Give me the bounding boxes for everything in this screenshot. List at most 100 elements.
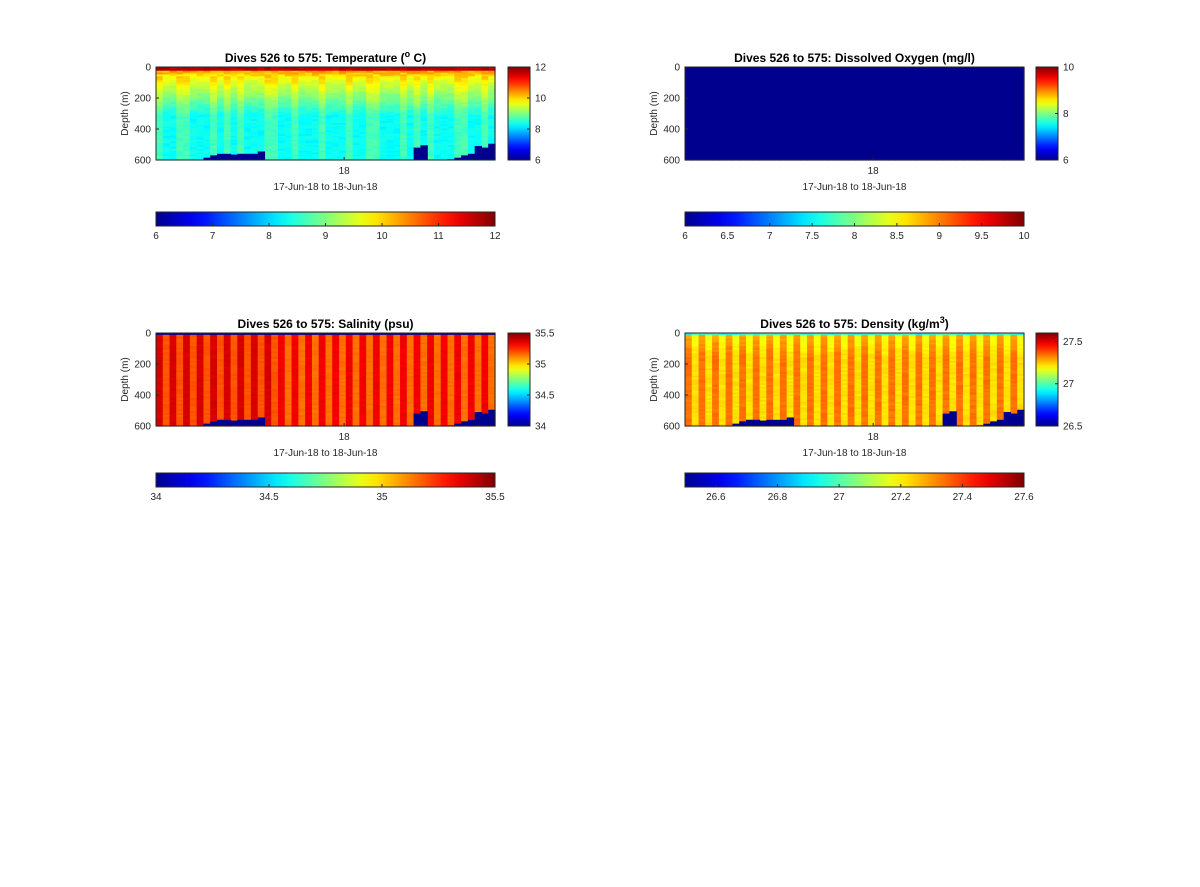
heatmap-cell bbox=[406, 143, 415, 146]
heatmap-cell bbox=[752, 145, 761, 148]
heatmap-cell bbox=[203, 148, 211, 152]
heatmap-cell bbox=[352, 130, 360, 133]
heatmap-cell bbox=[372, 67, 381, 70]
heatmap-cell bbox=[352, 94, 360, 98]
heatmap-cell bbox=[223, 67, 232, 70]
heatmap-cell bbox=[203, 102, 211, 105]
heatmap-cell bbox=[746, 83, 754, 87]
heatmap-cell bbox=[244, 120, 252, 124]
heatmap-cell bbox=[461, 74, 469, 77]
heatmap-cell bbox=[366, 122, 374, 126]
heatmap-cell bbox=[298, 85, 306, 89]
heatmap-cell bbox=[461, 113, 469, 116]
heatmap-cell bbox=[454, 126, 462, 129]
heatmap-cell bbox=[420, 141, 428, 144]
heatmap-cell bbox=[746, 106, 754, 109]
heatmap-cell bbox=[698, 91, 706, 94]
heatmap-cell bbox=[400, 96, 408, 100]
heatmap-cell bbox=[298, 128, 306, 131]
heatmap-cell bbox=[786, 126, 795, 129]
heatmap-cell bbox=[183, 94, 191, 98]
heatmap-cell bbox=[766, 70, 774, 74]
heatmap-cell bbox=[244, 74, 252, 77]
heatmap-cell bbox=[189, 143, 198, 146]
heatmap-cell bbox=[278, 145, 286, 148]
heatmap-cell bbox=[237, 94, 245, 98]
heatmap-cell bbox=[372, 78, 381, 81]
heatmap-cell bbox=[461, 91, 469, 94]
heatmap-cell bbox=[698, 156, 706, 159]
heatmap-cell bbox=[230, 68, 238, 72]
heatmap-cell bbox=[278, 115, 286, 118]
heatmap-cell bbox=[339, 96, 347, 100]
heatmap-cell bbox=[372, 85, 381, 89]
heatmap-cell bbox=[427, 85, 435, 89]
heatmap-cell bbox=[440, 89, 449, 92]
heatmap-cell bbox=[223, 100, 232, 103]
heatmap-cell bbox=[420, 94, 428, 98]
heatmap-cell bbox=[461, 119, 469, 122]
heatmap-cell bbox=[237, 89, 245, 92]
heatmap-cell bbox=[223, 139, 232, 142]
heatmap-cell bbox=[244, 139, 252, 142]
heatmap-cell bbox=[698, 68, 706, 72]
heatmap-cell bbox=[386, 111, 394, 115]
heatmap-cell bbox=[779, 109, 788, 113]
heatmap-cell bbox=[691, 87, 700, 90]
heatmap-cell bbox=[291, 148, 299, 152]
heatmap-cell bbox=[488, 106, 496, 109]
heatmap-cell bbox=[237, 72, 245, 76]
heatmap-cell bbox=[156, 87, 164, 90]
heatmap-cell bbox=[230, 137, 238, 141]
heatmap-cell bbox=[759, 117, 767, 120]
heatmap-cell bbox=[237, 152, 245, 156]
heatmap-cell bbox=[345, 130, 354, 133]
heatmap-cell bbox=[189, 122, 198, 126]
heatmap-cell bbox=[284, 135, 293, 139]
heatmap-cell bbox=[698, 78, 706, 81]
heatmap-cell bbox=[244, 130, 252, 133]
heatmap-cell bbox=[393, 87, 401, 90]
heatmap-cell bbox=[786, 130, 795, 133]
heatmap-cell bbox=[420, 104, 428, 107]
heatmap-cell bbox=[298, 91, 306, 94]
heatmap-cell bbox=[339, 106, 347, 109]
heatmap-cell bbox=[488, 130, 496, 133]
heatmap-cell bbox=[752, 115, 761, 118]
heatmap-cell bbox=[705, 91, 713, 94]
heatmap-cell bbox=[305, 124, 313, 128]
heatmap-cell bbox=[454, 146, 462, 150]
heatmap-cell bbox=[712, 158, 720, 161]
heatmap-cell bbox=[291, 89, 299, 92]
heatmap-cell bbox=[366, 89, 374, 92]
heatmap-cell bbox=[366, 85, 374, 89]
heatmap-cell bbox=[257, 141, 266, 144]
heatmap-cell bbox=[691, 143, 700, 146]
heatmap-cell bbox=[433, 154, 442, 157]
heatmap-cell bbox=[203, 106, 211, 109]
heatmap-cell bbox=[786, 120, 795, 124]
heatmap-cell bbox=[725, 87, 734, 90]
heatmap-cell bbox=[481, 102, 489, 105]
heatmap-cell bbox=[156, 72, 164, 76]
heatmap-cell bbox=[352, 145, 360, 148]
heatmap-cell bbox=[786, 70, 795, 74]
heatmap-cell bbox=[481, 139, 489, 142]
heatmap-cell bbox=[325, 68, 333, 72]
heatmap-cell bbox=[698, 115, 706, 118]
heatmap-cell bbox=[454, 89, 462, 92]
heatmap-cell bbox=[393, 106, 401, 109]
heatmap-cell bbox=[386, 96, 394, 100]
heatmap-cell bbox=[250, 146, 259, 150]
heatmap-cell bbox=[372, 70, 381, 74]
heatmap-cell bbox=[691, 117, 700, 120]
heatmap-cell bbox=[250, 120, 259, 124]
heatmap-cell bbox=[298, 130, 306, 133]
heatmap-cell bbox=[352, 146, 360, 150]
heatmap-cell bbox=[237, 80, 245, 83]
heatmap-cell bbox=[176, 141, 184, 144]
heatmap-cell bbox=[773, 115, 781, 118]
heatmap-cell bbox=[718, 87, 727, 90]
heatmap-cell bbox=[271, 96, 279, 100]
heatmap-cell bbox=[406, 83, 415, 87]
